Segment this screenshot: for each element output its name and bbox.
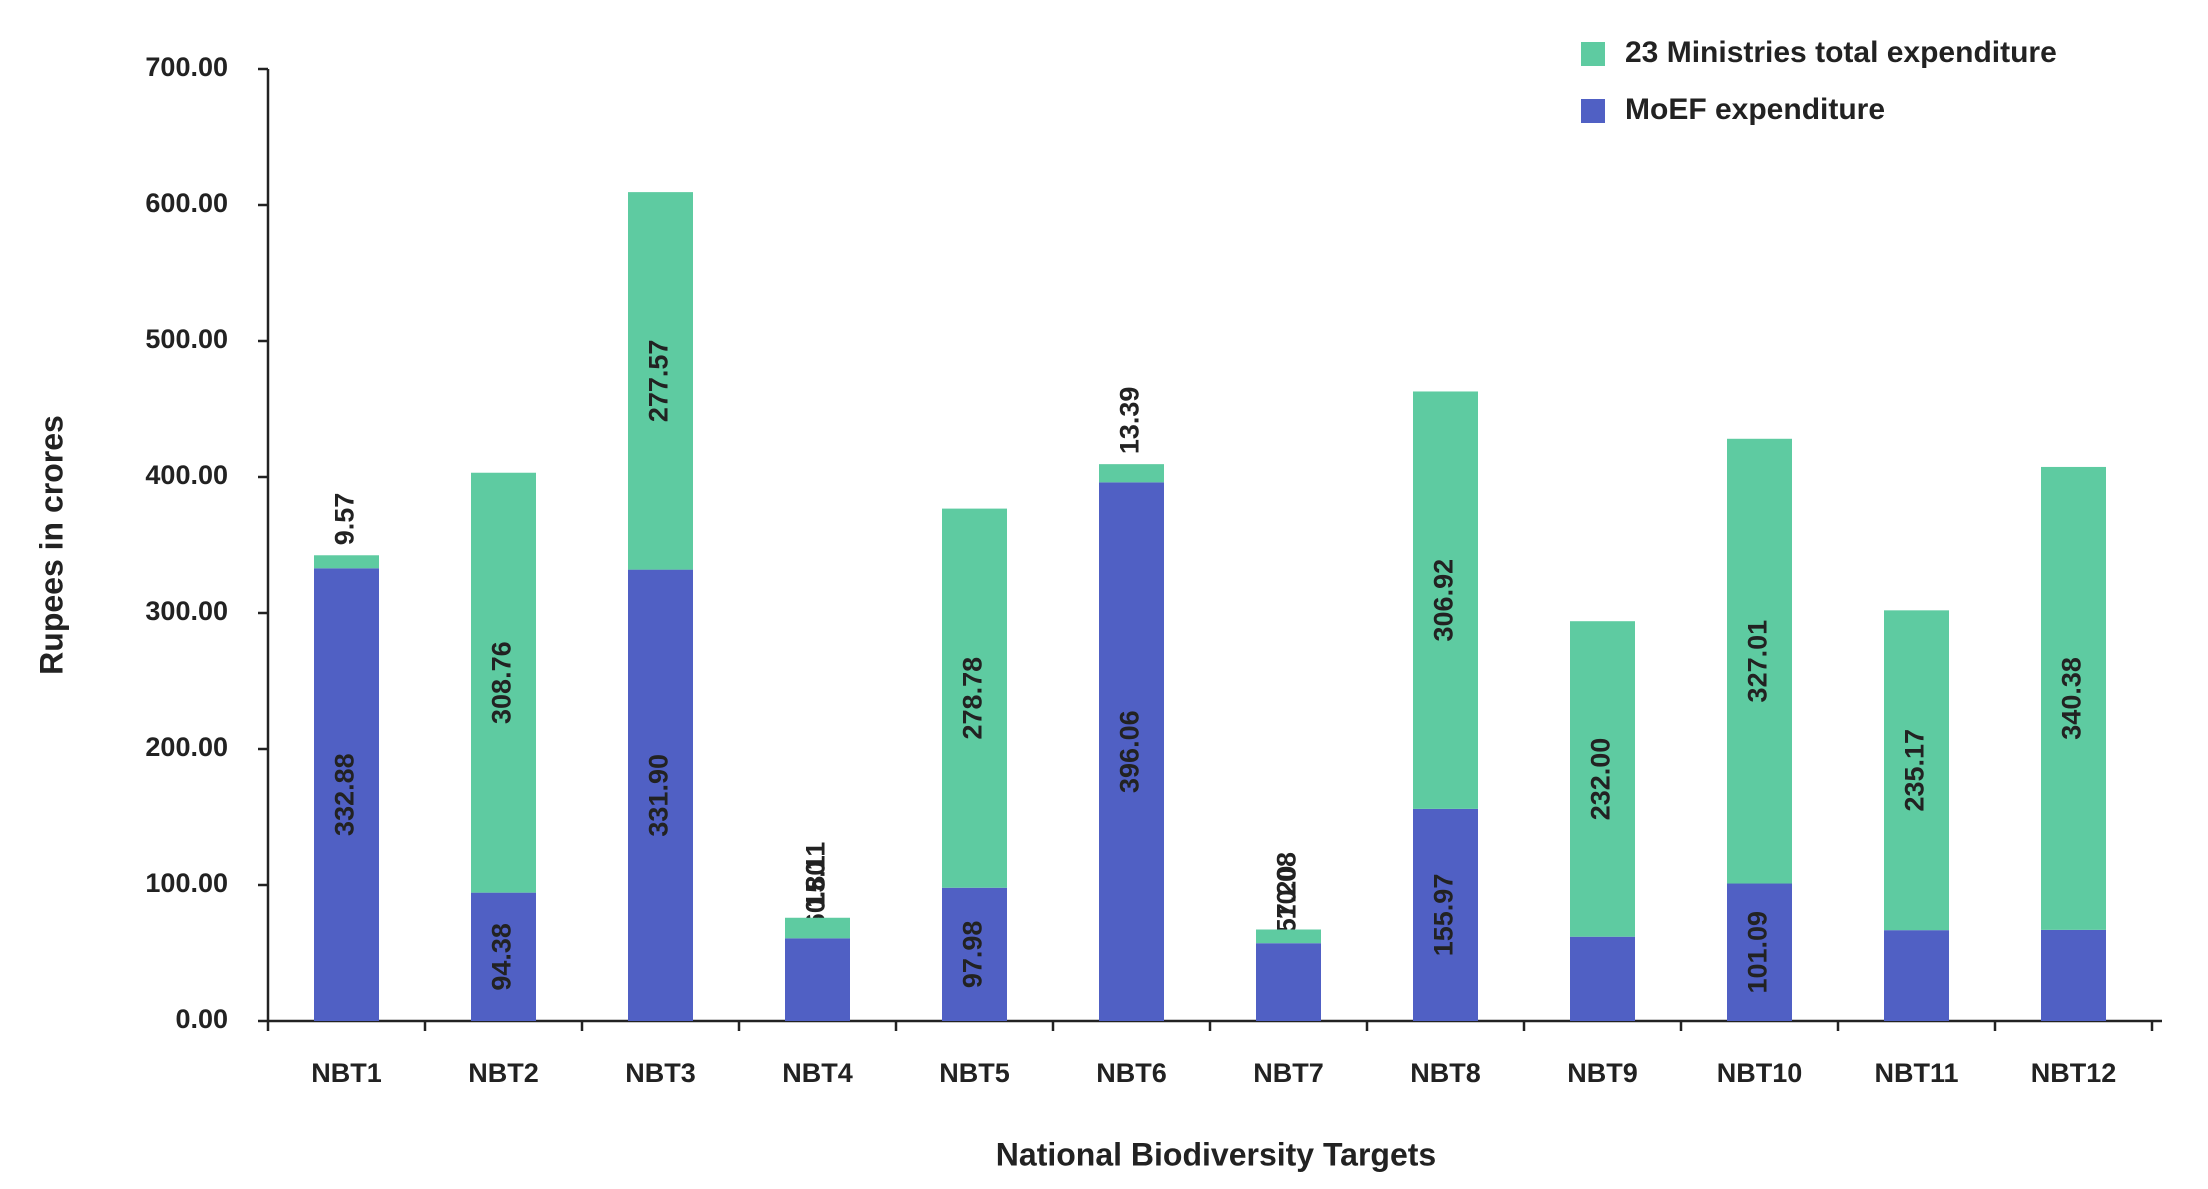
legend-swatch bbox=[1581, 99, 1605, 123]
bar-segment bbox=[2041, 466, 2106, 930]
x-tick-label: NBT5 bbox=[939, 1058, 1010, 1088]
x-tick-label: NBT3 bbox=[625, 1058, 696, 1088]
y-tick-label: 300.00 bbox=[145, 596, 228, 626]
bar-segment bbox=[785, 938, 850, 1021]
value-label: 9.57 bbox=[330, 493, 360, 546]
value-label: 13.39 bbox=[1115, 387, 1145, 455]
y-axis-label: Rupees in crores bbox=[33, 415, 69, 675]
x-tick-label: NBT11 bbox=[1874, 1058, 1958, 1088]
bar-segment bbox=[1413, 391, 1478, 809]
value-label: 340.38 bbox=[2057, 657, 2087, 740]
bar-segment bbox=[785, 917, 850, 939]
value-label: 232.00 bbox=[1586, 738, 1616, 821]
bar-segment bbox=[1884, 930, 1949, 1021]
value-label: 15.11 bbox=[801, 842, 831, 908]
legend-swatch bbox=[1581, 42, 1605, 66]
value-label: 327.01 bbox=[1743, 620, 1773, 703]
x-tick-label: NBT4 bbox=[782, 1058, 853, 1088]
legend-label: MoEF expenditure bbox=[1625, 93, 1885, 126]
x-tick-label: NBT7 bbox=[1253, 1058, 1324, 1088]
bar-segment bbox=[471, 472, 536, 893]
bar-segment bbox=[628, 192, 693, 570]
value-label: 308.76 bbox=[487, 641, 517, 724]
y-tick-label: 100.00 bbox=[145, 868, 228, 898]
bar-segment bbox=[1727, 883, 1792, 1021]
x-tick-label: NBT10 bbox=[1717, 1058, 1803, 1088]
bar-segment bbox=[1570, 936, 1635, 1021]
x-tick-label: NBT12 bbox=[2031, 1058, 2117, 1088]
value-label: 60.80 bbox=[801, 861, 831, 929]
y-tick-label: 400.00 bbox=[145, 460, 228, 490]
value-label: 155.97 bbox=[1429, 874, 1459, 957]
bar-segment bbox=[1727, 438, 1792, 884]
value-label: 235.17 bbox=[1900, 729, 1930, 812]
y-tick-label: 0.00 bbox=[175, 1004, 228, 1034]
value-label: 278.78 bbox=[958, 657, 988, 740]
bar-segment bbox=[1099, 464, 1164, 483]
y-tick-label: 500.00 bbox=[145, 324, 228, 354]
value-label: 97.98 bbox=[958, 921, 988, 989]
bar-segment bbox=[1884, 610, 1949, 931]
bar-segment bbox=[1256, 943, 1321, 1021]
x-tick-label: NBT6 bbox=[1096, 1058, 1167, 1088]
bar-segment bbox=[942, 887, 1007, 1021]
bar-segment bbox=[314, 555, 379, 569]
x-tick-label: NBT1 bbox=[311, 1058, 382, 1088]
value-label: 57.20 bbox=[1272, 866, 1302, 934]
bar-segment bbox=[1256, 929, 1321, 944]
y-tick-label: 200.00 bbox=[145, 732, 228, 762]
value-label: 101.09 bbox=[1743, 911, 1773, 994]
value-label: 10.08 bbox=[1272, 852, 1302, 920]
value-label: 331.90 bbox=[644, 754, 674, 837]
value-label: 94.38 bbox=[487, 923, 517, 991]
bar-segment bbox=[314, 568, 379, 1021]
bar-segment bbox=[471, 892, 536, 1021]
bar-segment bbox=[1570, 621, 1635, 937]
bar-segment bbox=[1099, 482, 1164, 1021]
x-tick-label: NBT9 bbox=[1567, 1058, 1638, 1088]
y-tick-label: 600.00 bbox=[145, 188, 228, 218]
x-axis-label: National Biodiversity Targets bbox=[996, 1136, 1436, 1172]
value-label: 396.06 bbox=[1115, 710, 1145, 793]
bar-segment bbox=[1413, 808, 1478, 1021]
value-label: 332.88 bbox=[330, 753, 360, 836]
value-label: 306.92 bbox=[1429, 559, 1459, 642]
bar-segment bbox=[2041, 929, 2106, 1021]
value-label: 277.57 bbox=[644, 340, 674, 423]
y-tick-label: 700.00 bbox=[145, 52, 228, 82]
bar-segment bbox=[942, 508, 1007, 888]
legend-label: 23 Ministries total expenditure bbox=[1625, 36, 2057, 69]
x-tick-label: NBT2 bbox=[468, 1058, 539, 1088]
bar-segment bbox=[628, 569, 693, 1021]
x-tick-label: NBT8 bbox=[1410, 1058, 1481, 1088]
